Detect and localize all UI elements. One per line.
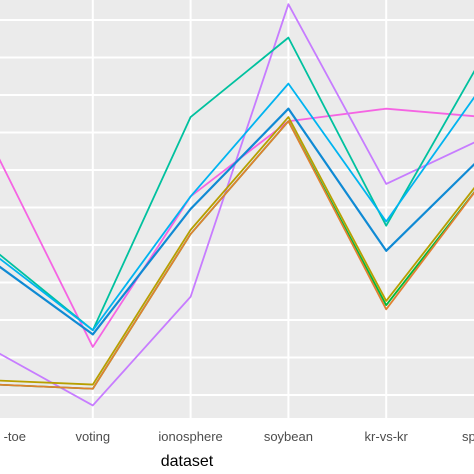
- x-tick-label: sp: [462, 429, 474, 444]
- plot-panel: [0, 0, 474, 418]
- series-line-2: [0, 3, 474, 407]
- series-lines: [0, 3, 474, 407]
- series-line-7: [0, 107, 474, 336]
- x-axis-tick-labels: -toe voting ionosphere soybean kr-vs-kr sp: [4, 429, 474, 444]
- x-tick-label: voting: [75, 429, 110, 444]
- x-tick-label: kr-vs-kr: [365, 429, 409, 444]
- x-axis-title: dataset: [161, 453, 214, 470]
- series-line-8: [0, 120, 474, 390]
- series-line-4: [0, 116, 474, 386]
- x-tick-label: ionosphere: [158, 429, 222, 444]
- x-tick-label: -toe: [4, 429, 26, 444]
- series-line-6: [0, 82, 474, 332]
- x-tick-label: soybean: [264, 429, 313, 444]
